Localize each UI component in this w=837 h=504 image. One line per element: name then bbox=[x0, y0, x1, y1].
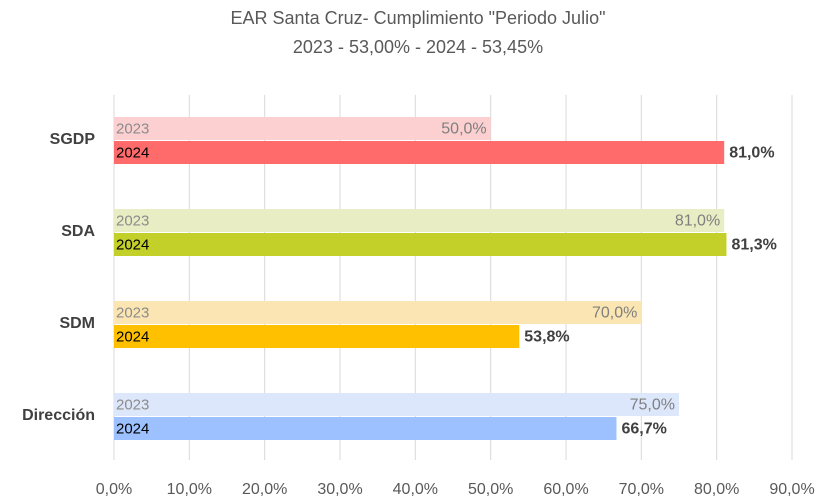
series-label: 2024 bbox=[116, 328, 149, 345]
category-label: SDM bbox=[59, 315, 95, 332]
value-label: 70,0% bbox=[592, 305, 637, 322]
series-label: 2023 bbox=[116, 396, 149, 413]
x-tick-label: 50,0% bbox=[468, 481, 513, 498]
chart-subtitle: 2023 - 53,00% - 2024 - 53,45% bbox=[293, 37, 543, 57]
chart-title: EAR Santa Cruz- Cumplimiento "Periodo Ju… bbox=[231, 8, 606, 28]
value-label: 81,0% bbox=[729, 145, 774, 162]
x-tick-label: 30,0% bbox=[317, 481, 362, 498]
series-label: 2024 bbox=[116, 144, 149, 161]
category-label: Dirección bbox=[22, 407, 95, 424]
bar bbox=[114, 325, 520, 348]
series-label: 2023 bbox=[116, 212, 149, 229]
value-label: 66,7% bbox=[621, 421, 666, 438]
bar bbox=[114, 233, 727, 256]
bar bbox=[114, 301, 642, 324]
series-label: 2023 bbox=[116, 304, 149, 321]
x-tick-label: 20,0% bbox=[242, 481, 287, 498]
bar bbox=[114, 141, 725, 164]
category-label: SGDP bbox=[50, 131, 96, 148]
bar bbox=[114, 117, 491, 140]
series-label: 2024 bbox=[116, 420, 149, 437]
value-label: 81,0% bbox=[675, 213, 720, 230]
x-tick-label: 40,0% bbox=[393, 481, 438, 498]
bar bbox=[114, 209, 725, 232]
value-label: 75,0% bbox=[630, 397, 675, 414]
value-label: 50,0% bbox=[441, 121, 486, 138]
series-label: 2023 bbox=[116, 120, 149, 137]
x-tick-label: 60,0% bbox=[543, 481, 588, 498]
x-tick-label: 10,0% bbox=[167, 481, 212, 498]
value-label: 81,3% bbox=[731, 237, 776, 254]
bar bbox=[114, 417, 617, 440]
x-tick-label: 0,0% bbox=[96, 481, 132, 498]
category-label: SDA bbox=[61, 223, 95, 240]
series-label: 2024 bbox=[116, 236, 149, 253]
x-tick-label: 80,0% bbox=[694, 481, 739, 498]
value-label: 53,8% bbox=[524, 329, 569, 346]
x-tick-label: 70,0% bbox=[619, 481, 664, 498]
x-tick-label: 90,0% bbox=[769, 481, 814, 498]
bar bbox=[114, 393, 679, 416]
